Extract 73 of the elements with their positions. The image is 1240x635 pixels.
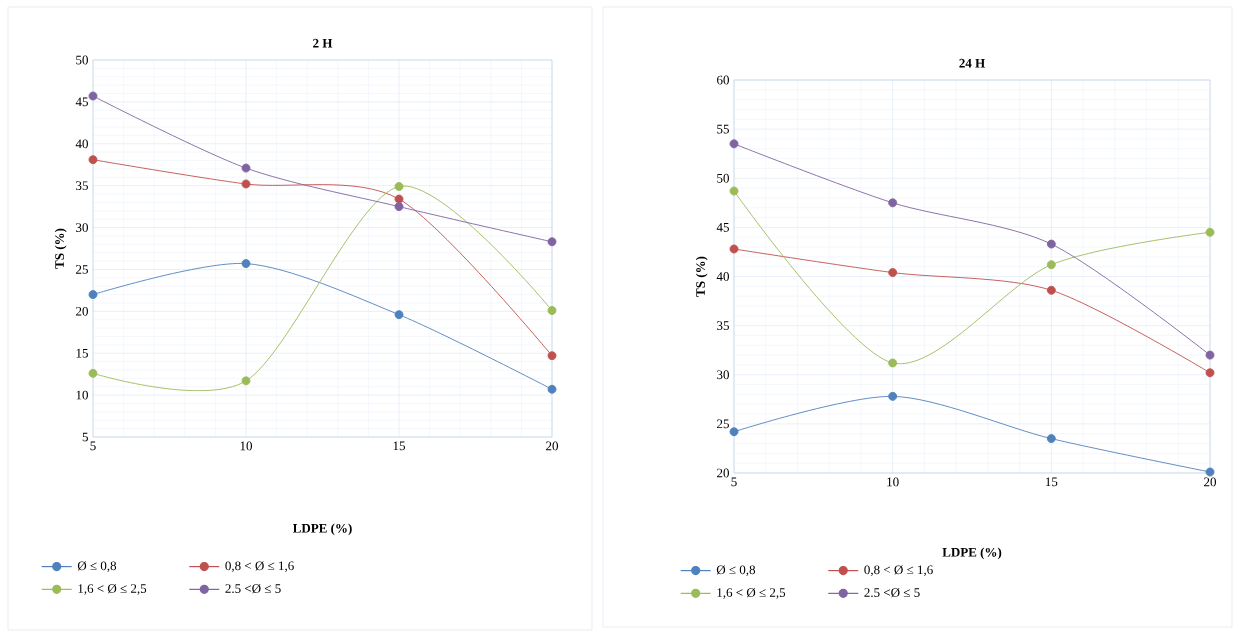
legend-label: 2.5 <Ø ≤ 5	[864, 587, 920, 598]
point	[241, 179, 251, 189]
chart-title: 2 H	[313, 38, 333, 48]
point	[888, 391, 898, 401]
point	[88, 155, 98, 165]
point	[729, 139, 739, 149]
point	[547, 237, 557, 247]
y-tick-label: 30	[717, 370, 729, 380]
y-tick-label: 30	[76, 223, 88, 232]
point	[241, 163, 251, 173]
x-tick-label: 20	[546, 441, 559, 451]
y-tick-label: 55	[717, 124, 729, 134]
x-tick-label: 5	[90, 441, 96, 451]
y-tick-label: 45	[75, 97, 88, 107]
y-tick-label: 45	[716, 223, 729, 232]
x-tick-label: 15	[1045, 477, 1058, 487]
legend-label: 0,8 < Ø ≤ 1,6	[225, 561, 294, 573]
legend-label: 1,6 < Ø ≤ 2,5	[78, 583, 147, 595]
point	[888, 198, 898, 208]
y-tick-label: 35	[717, 321, 729, 330]
legend-label: Ø ≤ 0,8	[716, 565, 756, 577]
point	[888, 268, 898, 278]
y-tick-label: 20	[717, 468, 729, 478]
point	[88, 368, 98, 378]
x-tick-label: 10	[240, 441, 253, 451]
point	[547, 384, 557, 394]
point	[1046, 434, 1056, 444]
point	[729, 244, 739, 254]
point	[1205, 467, 1215, 477]
y-tick-label: 10	[76, 390, 88, 400]
point	[241, 259, 251, 269]
x-tick-label: 10	[887, 477, 899, 487]
y-tick-label: 35	[76, 181, 88, 191]
x-tick-label: 15	[393, 441, 405, 451]
point	[888, 358, 898, 368]
point	[1046, 285, 1056, 295]
point	[547, 306, 557, 315]
point	[729, 427, 739, 437]
y-tick-label: 25	[76, 265, 88, 274]
x-axis-title: LDPE (%)	[942, 547, 1002, 560]
point	[729, 186, 739, 196]
point	[1046, 260, 1056, 270]
chart-title: 24 H	[959, 58, 985, 68]
x-tick-label: 5	[731, 477, 737, 487]
y-axis-title: TS (%)	[695, 256, 708, 297]
y-axis-title: TS (%)	[54, 228, 67, 269]
point	[394, 194, 404, 204]
x-axis-title: LDPE (%)	[292, 523, 352, 536]
point	[394, 182, 404, 191]
x-tick-label: 20	[1204, 477, 1217, 487]
y-tick-label: 50	[76, 55, 88, 65]
point	[547, 351, 557, 361]
point	[1205, 368, 1215, 378]
y-tick-label: 50	[717, 173, 729, 183]
point	[394, 310, 404, 320]
y-tick-label: 40	[75, 139, 88, 149]
legend-label: 2.5 <Ø ≤ 5	[225, 583, 281, 594]
point	[394, 202, 404, 212]
point	[88, 290, 98, 300]
point	[1205, 227, 1215, 237]
legend-label: 0,8 < Ø ≤ 1,6	[864, 565, 933, 577]
point	[88, 91, 98, 101]
y-tick-label: 60	[717, 75, 729, 85]
y-tick-label: 5	[82, 432, 88, 442]
legend-label: 1,6 < Ø ≤ 2,5	[717, 587, 786, 599]
point	[241, 376, 251, 386]
point	[1046, 239, 1056, 249]
y-tick-label: 15	[76, 348, 88, 358]
point	[1205, 350, 1215, 360]
y-tick-label: 25	[717, 419, 729, 429]
legend-label: Ø ≤ 0,8	[77, 561, 117, 573]
y-tick-label: 40	[716, 272, 729, 281]
y-tick-label: 20	[76, 306, 88, 316]
